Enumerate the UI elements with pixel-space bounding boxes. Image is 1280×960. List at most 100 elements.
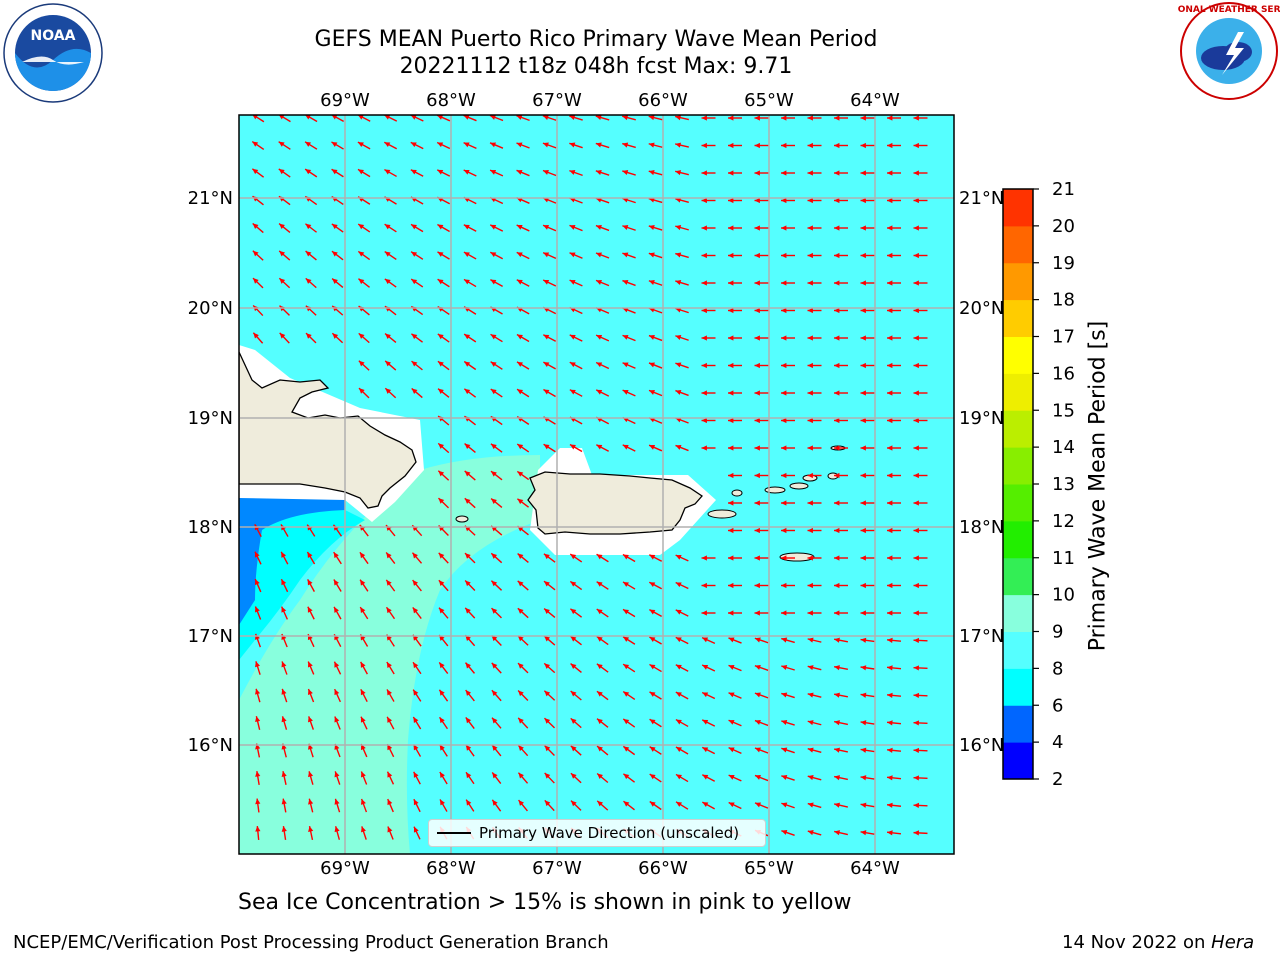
footer-host: Hera xyxy=(1211,932,1255,953)
wave-arrow-head xyxy=(385,360,391,367)
wave-arrow-head xyxy=(913,115,919,121)
wave-arrow-head xyxy=(413,799,419,806)
wave-arrow-head xyxy=(887,362,893,369)
wave-arrow-head xyxy=(754,719,761,725)
wave-arrow-head xyxy=(834,665,840,671)
wave-arrow-head xyxy=(516,334,523,340)
wave-arrow-head xyxy=(358,360,365,367)
map-legend: Primary Wave Direction (unscaled) xyxy=(428,819,766,847)
wave-arrow-head xyxy=(305,141,312,147)
wave-arrow-head xyxy=(887,280,893,286)
wave-arrow-head xyxy=(623,718,630,725)
puerto-rico-land xyxy=(527,471,703,535)
wave-arrow-head xyxy=(781,142,787,149)
wave-arrow-head xyxy=(254,579,260,586)
wave-arrow-head xyxy=(913,142,919,149)
wave-arrow-head xyxy=(623,746,630,752)
wave-arrow-head xyxy=(542,115,549,120)
wave-arrow-head xyxy=(649,637,656,642)
wave-arrow-head xyxy=(307,606,313,613)
wave-arrow-head xyxy=(887,170,893,176)
wave-arrow-head xyxy=(597,746,603,752)
wave-arrow-head xyxy=(491,717,498,724)
wave-arrow-head xyxy=(807,170,813,176)
wave-arrow-head xyxy=(623,801,630,807)
wave-arrow-head xyxy=(386,607,392,614)
wave-arrow-head xyxy=(807,142,813,149)
wave-arrow-head xyxy=(675,225,682,231)
wave-arrow-head xyxy=(807,335,813,341)
wave-arrow-head xyxy=(360,607,366,614)
wave-arrow-head xyxy=(516,115,523,120)
wave-arrow-head xyxy=(516,169,523,175)
wave-arrow-head xyxy=(464,443,471,450)
wave-arrow-head xyxy=(807,500,813,506)
wave-arrow-head xyxy=(887,830,893,836)
wave-arrow-head xyxy=(253,278,259,284)
wave-arrow-head xyxy=(491,608,498,614)
wave-arrow-head xyxy=(596,609,603,615)
wave-arrow-head xyxy=(728,582,734,589)
wave-arrow-head xyxy=(860,555,866,561)
wave-arrow-head xyxy=(754,307,760,314)
wave-arrow-head xyxy=(860,747,867,753)
period-9-10-region xyxy=(239,455,540,854)
wave-arrow-head xyxy=(702,802,709,808)
wave-arrow-head xyxy=(648,362,655,368)
colorbar-band xyxy=(1003,447,1033,485)
colorbar-band xyxy=(1003,189,1033,227)
wave-arrow-head xyxy=(860,830,867,836)
wave-arrow-head xyxy=(807,225,813,231)
wave-arrow-head xyxy=(701,445,707,451)
wave-arrow-head xyxy=(252,223,259,229)
colorbar-tick-label: 8 xyxy=(1052,658,1063,679)
wave-arrow-head xyxy=(253,332,259,339)
wave-arrow-head xyxy=(834,417,840,424)
wave-arrow-head xyxy=(702,747,709,753)
wave-arrow-head xyxy=(913,582,919,589)
wave-arrow-head xyxy=(728,335,734,341)
wave-arrow-head xyxy=(518,772,524,779)
wave-arrow-head xyxy=(754,582,760,589)
wave-arrow-head xyxy=(622,554,629,560)
wave-arrow-head xyxy=(360,798,366,805)
wave-arrow-head xyxy=(464,388,471,395)
wave-arrow-head xyxy=(490,252,497,258)
wave-arrow-head xyxy=(517,471,524,477)
wave-arrow-head xyxy=(333,552,339,559)
wave-arrow-head xyxy=(728,280,734,286)
wave-arrow-head xyxy=(754,390,760,396)
wave-arrow-head xyxy=(278,115,285,120)
wave-arrow-head xyxy=(807,802,814,808)
wave-arrow-head xyxy=(860,692,867,698)
wave-arrow-head xyxy=(437,333,444,340)
wave-arrow-head xyxy=(887,665,893,671)
colorbar-tick-label: 17 xyxy=(1052,327,1075,348)
wave-arrow-head xyxy=(728,610,734,616)
wave-arrow-head xyxy=(492,799,498,806)
wave-arrow-head xyxy=(334,716,340,723)
wave-arrow-head xyxy=(781,472,787,479)
wave-arrow-head xyxy=(437,224,444,230)
wave-arrow-head xyxy=(334,826,340,833)
wave-arrow-head xyxy=(675,307,682,313)
wave-arrow-head xyxy=(595,252,602,258)
wave-arrow-head xyxy=(887,472,893,479)
wave-arrow-head xyxy=(411,251,418,257)
wave-arrow-head xyxy=(517,389,524,395)
colorbar-band xyxy=(1003,594,1033,632)
wave-arrow-head xyxy=(701,555,707,561)
wave-arrow-head xyxy=(834,225,840,231)
wave-arrow-head xyxy=(387,771,393,778)
wave-arrow-head xyxy=(913,610,919,616)
wave-arrow-head xyxy=(701,170,707,176)
wave-arrow-head xyxy=(781,115,787,121)
wave-arrow-head xyxy=(728,774,735,780)
wave-arrow-head xyxy=(648,280,655,285)
wave-arrow-head xyxy=(622,389,629,395)
wave-arrow-head xyxy=(360,579,366,586)
wave-arrow-head xyxy=(913,527,919,534)
wave-arrow-head xyxy=(279,250,285,257)
wave-arrow-head xyxy=(807,665,814,671)
wave-arrow-head xyxy=(781,417,787,424)
